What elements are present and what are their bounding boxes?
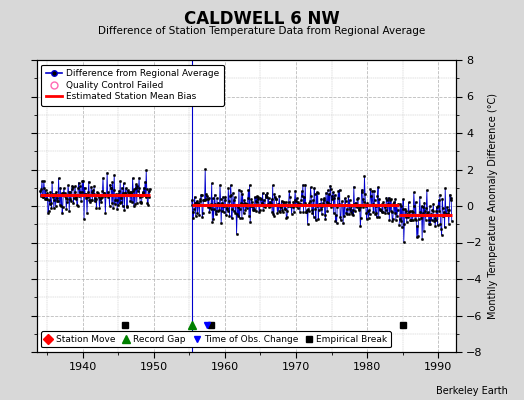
Y-axis label: Monthly Temperature Anomaly Difference (°C): Monthly Temperature Anomaly Difference (… <box>488 93 498 319</box>
Text: CALDWELL 6 NW: CALDWELL 6 NW <box>184 10 340 28</box>
Text: Difference of Station Temperature Data from Regional Average: Difference of Station Temperature Data f… <box>99 26 425 36</box>
Legend: Station Move, Record Gap, Time of Obs. Change, Empirical Break: Station Move, Record Gap, Time of Obs. C… <box>41 331 391 348</box>
Text: Berkeley Earth: Berkeley Earth <box>436 386 508 396</box>
